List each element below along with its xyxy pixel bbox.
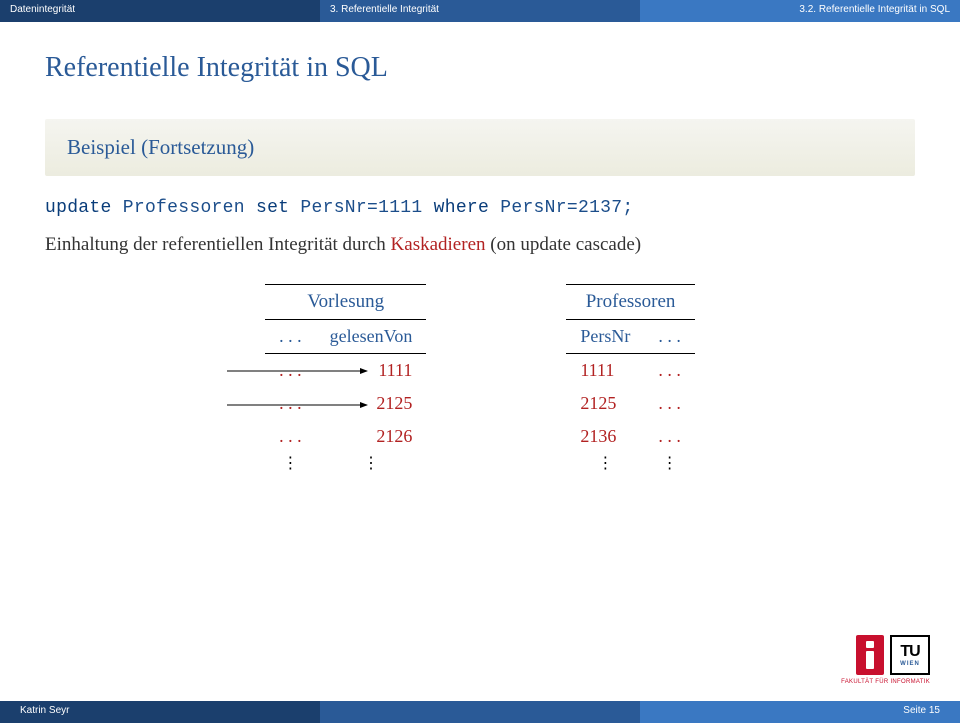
footer-bar: Katrin Seyr Seite 15 xyxy=(0,701,960,723)
crumb-2: 3. Referentielle Integrität xyxy=(320,0,640,22)
footer-logos: TU WIEN xyxy=(856,635,930,675)
breadcrumb-bar: Datenintegrität 3. Referentielle Integri… xyxy=(0,0,960,22)
sql-code: update Professoren set PersNr=1111 where… xyxy=(45,198,915,218)
logo-tu-wien-icon: TU WIEN xyxy=(890,635,930,675)
table-title: Professoren xyxy=(566,285,695,320)
logo-subtitle: FAKULTÄT FÜR INFORMATIK xyxy=(841,679,930,685)
tables-container: Vorlesung . . . gelesenVon . . .1111 . .… xyxy=(45,284,915,477)
table-vorlesung: Vorlesung . . . gelesenVon . . .1111 . .… xyxy=(265,284,426,477)
example-box: Beispiel (Fortsetzung) xyxy=(45,119,915,176)
highlight: Kaskadieren xyxy=(391,234,486,255)
table-title: Vorlesung xyxy=(265,285,426,320)
table-professoren: Professoren PersNr . . . 1111. . . 2125.… xyxy=(566,284,695,477)
kw-where: where xyxy=(434,198,490,218)
crumb-3: 3.2. Referentielle Integrität in SQL xyxy=(640,0,960,22)
example-label: Beispiel (Fortsetzung) xyxy=(67,135,254,159)
kw-update: update xyxy=(45,198,112,218)
page-title: Referentielle Integrität in SQL xyxy=(45,52,915,84)
footer-author: Katrin Seyr xyxy=(0,701,320,723)
logo-informatik-icon xyxy=(856,635,884,675)
kw-set: set xyxy=(256,198,289,218)
description: Einhaltung der referentiellen Integrität… xyxy=(45,234,915,256)
footer-page: Seite 15 xyxy=(640,701,960,723)
crumb-1: Datenintegrität xyxy=(0,0,320,22)
